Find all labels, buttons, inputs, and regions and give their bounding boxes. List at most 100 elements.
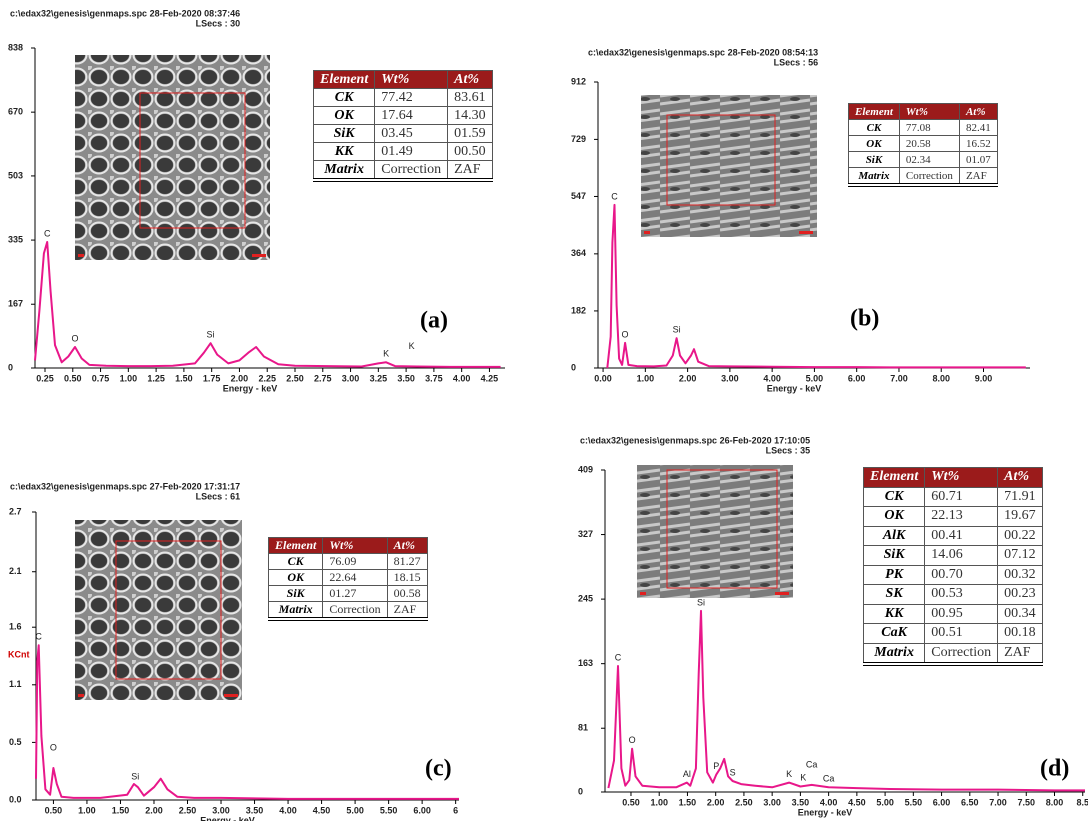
element-cell: Matrix [312,160,376,181]
y-tick-label: 335 [8,234,23,244]
y-tick-label: 182 [571,305,586,315]
x-tick-label: 2.25 [258,373,276,383]
element-cell: SiK [848,151,900,168]
x-axis-title: Energy - keV [223,383,278,393]
y-tick-label: 0.5 [9,737,22,747]
table-row: OK 20.58 16.52 [848,135,998,152]
x-tick-label: 4.25 [481,373,499,383]
table-row: KK 00.95 00.34 [862,603,1043,624]
value-cell: Correction [924,642,999,665]
header-cell: At% [958,103,998,120]
element-cell: Matrix [862,642,926,665]
x-tick-label: 8.00 [1046,797,1064,807]
value-cell: 07.12 [997,545,1043,566]
element-table: Element Wt% At% CK 77.42 83.61 OK 17.64 14.30 SiK… [312,70,493,182]
peak-label: K [786,769,792,779]
x-tick-label: 2.00 [707,797,725,807]
peak-label: P [713,761,719,771]
peak-label: C [35,632,42,642]
table-row: CK 76.09 81.27 [267,553,428,570]
element-table: Element Wt% At% CK 76.09 81.27 OK 22.64 18.15 SiK… [267,537,428,621]
value-cell: Correction [374,160,449,181]
element-cell: AlK [862,525,926,546]
table-row: SiK 01.27 00.58 [267,585,428,602]
x-tick-label: 4.50 [313,805,331,815]
x-tick-label: 3.50 [792,797,810,807]
x-tick-label: 1.75 [203,373,221,383]
y-tick-label: 1.6 [9,622,22,632]
value-cell: 22.13 [924,506,999,527]
x-tick-label: 9.00 [975,373,993,383]
header-cell: At% [386,537,428,554]
value-cell: 83.61 [447,88,493,107]
spectrum-line [34,241,501,368]
x-tick-label: 0.75 [92,373,110,383]
peak-label: Si [131,771,139,781]
table-header: Element Wt% At% [848,103,998,120]
value-cell: 00.51 [924,623,999,644]
header-cell: Element [862,467,926,488]
lsecs: LSecs : 35 [766,445,811,455]
panel-label: (a) [420,308,448,334]
y-tick-label: 670 [8,107,23,117]
table-header: Element Wt% At% [267,537,428,554]
peak-label: Ca [823,774,835,784]
peak-label: O [629,735,636,745]
element-cell: CK [848,119,900,136]
value-cell: 01.59 [447,124,493,143]
x-tick-label: 1.00 [650,797,668,807]
y-tick-label: 167 [8,299,23,309]
x-tick-label: 1.00 [637,373,655,383]
y-tick-label: 0 [8,362,13,372]
x-tick-label: 6.00 [933,797,951,807]
sem-image [641,95,817,237]
x-tick-label: 5.00 [806,373,824,383]
x-tick-label: 5.00 [876,797,894,807]
value-cell: 71.91 [997,486,1043,507]
panel-label: (b) [850,306,879,332]
peak-label: C [615,652,622,662]
lsecs: LSecs : 56 [774,57,819,67]
x-tick-label: 2.00 [679,373,697,383]
table-row: PK 00.70 00.32 [862,564,1043,585]
element-cell: OK [862,506,926,527]
peak-label: O [50,742,57,752]
x-tick-label: 0.50 [622,797,640,807]
peak-label: C [44,228,51,238]
x-tick-label: 2.75 [314,373,332,383]
value-cell: 16.52 [958,135,998,152]
x-tick-label: 7.00 [890,373,908,383]
x-tick-label: 1.25 [147,373,165,383]
selection-box [115,540,222,680]
sem-image [637,465,793,598]
value-cell: 19.67 [997,506,1043,527]
spectrum-line [607,609,1085,792]
peak-label: O [622,329,629,339]
value-cell: 00.32 [997,564,1043,585]
peak-label: S [730,767,736,777]
peak-label: O [71,333,78,343]
table-row: OK 22.13 19.67 [862,506,1043,527]
value-cell: 81.27 [386,553,428,570]
peak-label: Si [697,597,705,607]
scale-mark [640,592,646,595]
x-tick-label: 4.00 [453,373,471,383]
lsecs: LSecs : 30 [196,18,241,28]
x-tick-label: 4.50 [848,797,866,807]
element-cell: KK [862,603,926,624]
peak-label: K [409,341,415,351]
x-tick-label: 1.50 [175,373,193,383]
peak-label: Si [207,330,215,340]
x-tick-label: 1.00 [78,805,96,815]
table-row: CK 60.71 71.91 [862,486,1043,507]
x-tick-label: 3.00 [342,373,360,383]
value-cell: 01.07 [958,151,998,168]
scale-mark [78,254,84,257]
x-tick-label: 6.00 [848,373,866,383]
header-cell: At% [997,467,1043,488]
value-cell: 14.06 [924,545,999,566]
x-tick-label: 4.00 [763,373,781,383]
value-cell: 22.64 [322,569,388,586]
